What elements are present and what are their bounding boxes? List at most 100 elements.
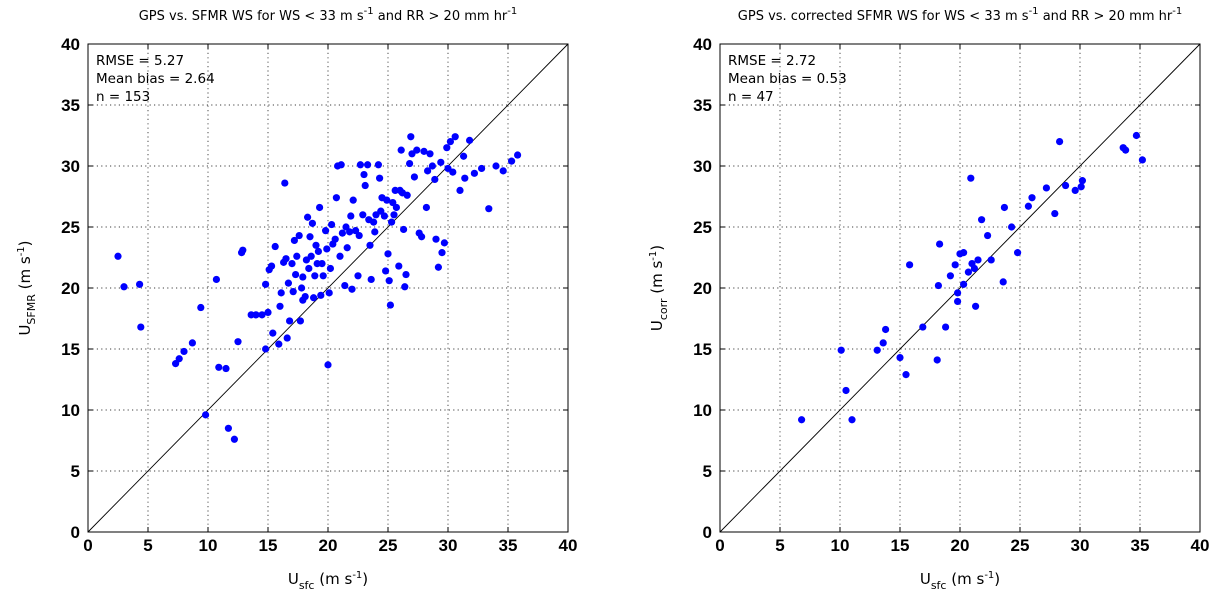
left-data-point-6: [180, 347, 188, 356]
left-data-point-140: [466, 136, 474, 144]
left-data-point-118: [410, 173, 418, 181]
left-data-point-145: [499, 167, 507, 175]
left-data-point-76: [343, 244, 351, 252]
right-data-point-7: [896, 353, 904, 362]
left-y-tick-label-4: 20: [61, 279, 80, 298]
left-data-point-81: [354, 272, 362, 280]
left-data-point-116: [407, 133, 415, 141]
right-stats-box: RMSE = 2.72 Mean bias = 0.53 n = 47: [728, 53, 847, 105]
left-data-point-86: [364, 161, 372, 169]
left-stat-n: n = 153: [96, 89, 150, 105]
right-data-point-2: [842, 386, 850, 395]
left-grid: [88, 44, 568, 532]
right-data-point-1: [837, 346, 845, 354]
left-data-point-84: [360, 170, 368, 179]
left-data-point-142: [478, 164, 486, 173]
left-data-point-57: [316, 203, 324, 212]
left-data-point-98: [382, 267, 390, 275]
left-data-point-113: [402, 270, 410, 279]
right-data-point-23: [967, 174, 975, 182]
left-data-point-111: [400, 225, 408, 234]
left-data-point-90: [370, 218, 378, 226]
right-y-tick-label-6: 30: [693, 157, 712, 176]
left-data-point-79: [349, 196, 357, 204]
right-data-point-43: [1078, 177, 1086, 185]
right-data-point-16: [951, 261, 959, 269]
left-data-point-93: [374, 161, 382, 169]
left-data-point-38: [289, 288, 297, 296]
right-data-point-34: [1014, 249, 1022, 257]
left-data-point-10: [212, 275, 220, 284]
left-data-point-109: [397, 146, 405, 154]
left-data-point-50: [306, 233, 314, 241]
right-data-point-8: [902, 371, 910, 379]
left-data-point-83: [359, 211, 367, 219]
left-data-point-91: [371, 228, 379, 236]
right-data-point-26: [972, 302, 980, 310]
right-data-point-17: [954, 297, 962, 306]
left-y-axis-label: USFMR (m s-1): [16, 240, 38, 335]
right-x-tick-label-5: 25: [1011, 536, 1030, 555]
left-data-point-106: [392, 203, 400, 212]
left-data-point-74: [341, 281, 349, 290]
left-data-point-69: [332, 194, 340, 202]
left-data-point-72: [337, 161, 345, 169]
left-data-point-56: [314, 247, 322, 255]
left-data-point-102: [386, 301, 394, 309]
left-data-point-62: [323, 245, 331, 253]
left-data-point-150: [312, 241, 320, 249]
left-data-point-63: [324, 361, 332, 369]
left-x-tick-label-4: 20: [319, 536, 338, 555]
right-x-tick-label-6: 30: [1071, 536, 1090, 555]
left-data-point-103: [388, 218, 396, 226]
right-data-point-15: [946, 272, 954, 280]
left-data-point-17: [239, 246, 247, 254]
left-x-tick-labels: 0 5 10 15 20 25 30 35 40: [83, 536, 577, 555]
left-data-point-5: [175, 355, 183, 363]
left-data-point-144: [492, 162, 500, 170]
right-data-point-39: [1056, 138, 1064, 146]
left-data-point-115: [406, 159, 414, 168]
left-data-points: [114, 133, 522, 443]
right-x-tick-label-0: 0: [715, 536, 724, 555]
left-data-point-129: [434, 263, 442, 271]
left-y-tick-label-1: 5: [71, 462, 80, 481]
left-data-point-97: [380, 212, 388, 220]
left-data-point-68: [331, 235, 339, 243]
right-data-point-25: [970, 264, 978, 273]
left-data-point-151: [299, 296, 307, 304]
left-data-point-25: [268, 262, 276, 270]
left-data-point-20: [258, 311, 266, 319]
left-data-point-53: [310, 294, 318, 302]
right-data-point-41: [1071, 186, 1079, 194]
left-data-point-44: [298, 284, 306, 292]
left-data-point-23: [264, 308, 272, 316]
right-y-tick-label-0: 0: [703, 523, 712, 542]
left-data-point-52: [308, 219, 316, 227]
left-stat-rmse: RMSE = 5.27: [96, 53, 184, 69]
left-data-point-32: [281, 179, 289, 187]
right-x-tick-labels: 0 5 10 15 20 25 30 35 40: [715, 536, 1209, 555]
left-data-point-71: [336, 252, 344, 260]
left-data-point-127: [431, 175, 439, 184]
right-data-point-21: [960, 280, 968, 288]
right-x-tick-label-4: 20: [951, 536, 970, 555]
left-y-tick-label-2: 10: [61, 401, 80, 420]
right-y-tick-label-7: 35: [693, 96, 712, 115]
left-data-point-30: [277, 289, 285, 297]
right-y-tick-labels: 0 5 10 15 20 25 30 35 40: [693, 35, 712, 542]
left-data-point-37: [288, 260, 296, 268]
right-data-point-37: [1042, 184, 1050, 192]
left-data-point-27: [271, 242, 279, 251]
left-data-point-48: [304, 213, 312, 221]
left-data-point-65: [326, 264, 334, 273]
left-data-point-26: [269, 329, 277, 337]
left-data-point-78: [348, 285, 356, 293]
left-x-tick-label-1: 5: [143, 536, 152, 555]
right-data-point-30: [987, 256, 995, 264]
left-data-point-101: [385, 277, 393, 285]
left-data-point-136: [449, 168, 457, 176]
left-data-point-58: [317, 291, 325, 299]
right-y-tick-label-4: 20: [693, 279, 712, 298]
left-data-point-11: [215, 363, 223, 371]
